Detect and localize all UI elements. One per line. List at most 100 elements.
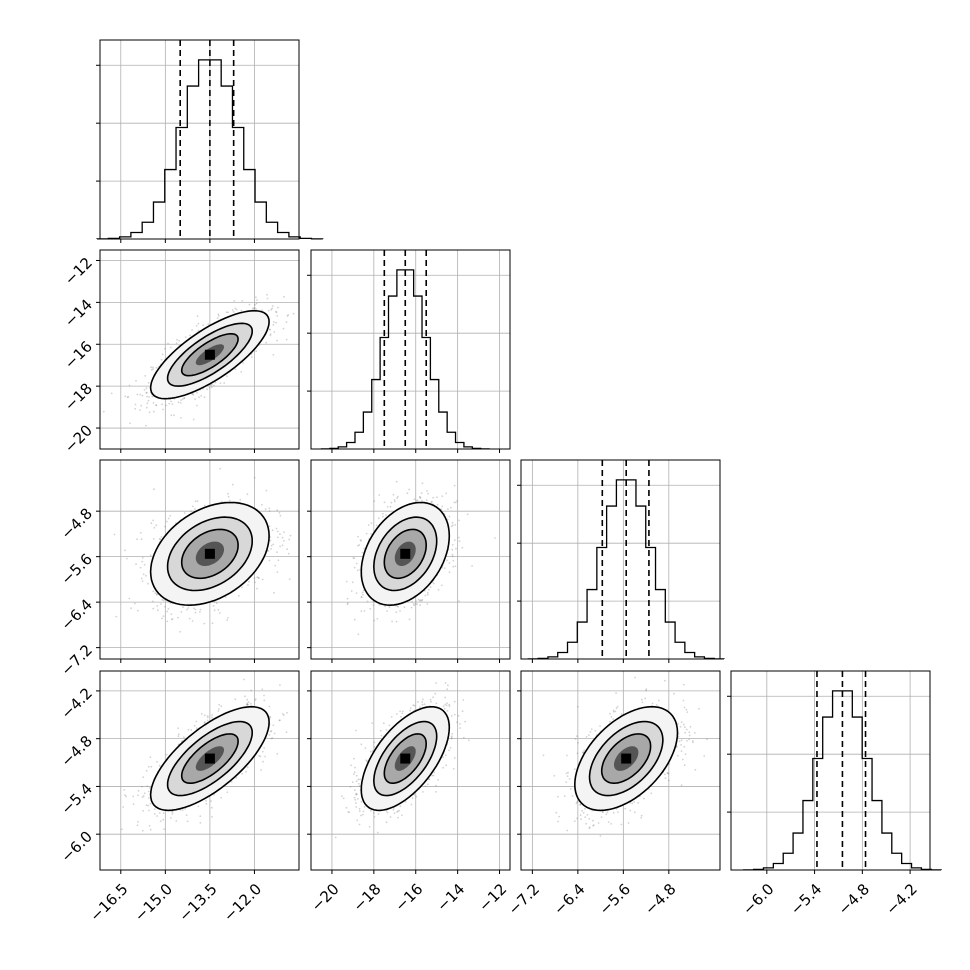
panel-frame	[520, 459, 721, 660]
scatter-point	[357, 633, 360, 636]
scatter-point	[227, 495, 230, 498]
scatter-point	[135, 563, 138, 566]
scatter-point	[196, 391, 198, 394]
scatter-point	[176, 338, 178, 341]
scatter-point	[360, 610, 363, 612]
scatter-point	[453, 484, 456, 487]
scatter-point	[197, 322, 200, 325]
scatter-point	[145, 391, 148, 394]
scatter-point	[134, 407, 137, 410]
scatter-point	[279, 514, 282, 517]
scatter-point	[115, 615, 118, 618]
scatter-point	[224, 596, 227, 598]
scatter-point	[450, 525, 453, 528]
scatter-point	[189, 334, 192, 337]
scatter-point	[194, 611, 197, 614]
scatter-point	[102, 410, 105, 413]
scatter-point	[289, 534, 292, 537]
scatter-point	[276, 509, 279, 512]
scatter-point	[265, 341, 267, 344]
scatter-point	[256, 587, 258, 590]
scatter-point	[171, 618, 174, 620]
scatter-point	[199, 608, 202, 611]
density-contour	[149, 501, 270, 607]
scatter-point	[452, 565, 455, 568]
scatter-point	[261, 578, 264, 581]
scatter-point	[370, 533, 373, 535]
scatter-point	[156, 605, 159, 607]
scatter-point	[419, 600, 421, 602]
scatter-point	[285, 338, 288, 341]
scatter-point	[383, 501, 386, 504]
scatter-point	[192, 393, 195, 396]
histogram-panel-0	[96, 39, 324, 243]
scatter-point	[200, 395, 203, 397]
scatter-point	[167, 342, 169, 345]
scatter-point	[152, 368, 155, 370]
scatter-point	[153, 526, 156, 529]
scatter-point	[153, 488, 155, 491]
scatter-point	[202, 324, 205, 326]
scatter-point	[420, 492, 423, 494]
scatter-point	[158, 537, 161, 540]
scatter-point	[283, 540, 285, 542]
density-contour	[166, 516, 254, 592]
scatter-point	[266, 293, 268, 296]
scatter-point	[283, 531, 285, 533]
scatter-panel-3-0	[96, 670, 300, 874]
scatter-point	[145, 387, 148, 390]
scatter-point	[436, 496, 438, 499]
scatter-point	[367, 524, 370, 526]
scatter-point	[240, 371, 243, 373]
scatter-point	[167, 517, 170, 520]
scatter-point	[203, 396, 206, 399]
scatter-point	[241, 299, 244, 302]
scatter-point	[148, 396, 150, 398]
scatter-point	[403, 606, 406, 609]
scatter-point	[261, 503, 263, 506]
scatter-point	[181, 809, 184, 811]
scatter-point	[415, 600, 417, 603]
scatter-point	[161, 598, 164, 601]
scatter-point	[451, 544, 454, 546]
scatter-point	[248, 303, 251, 306]
scatter-point	[352, 557, 355, 559]
scatter-point	[369, 607, 372, 610]
scatter-point	[268, 525, 271, 528]
scatter-point	[173, 414, 175, 417]
scatter-point	[408, 488, 410, 491]
scatter-point	[421, 482, 424, 485]
scatter-point	[448, 562, 451, 564]
scatter-point	[134, 602, 136, 605]
scatter-point	[429, 586, 432, 589]
scatter-point	[454, 524, 457, 526]
scatter-point	[150, 765, 153, 768]
scatter-point	[276, 530, 279, 533]
scatter-point	[350, 590, 353, 592]
scatter-point	[391, 620, 393, 623]
scatter-point	[255, 308, 257, 311]
scatter-point	[377, 517, 380, 520]
scatter-point	[455, 501, 457, 504]
scatter-point	[143, 563, 146, 566]
scatter-point	[165, 520, 168, 523]
scatter-point	[360, 596, 363, 599]
scatter-panel-2-1	[307, 459, 511, 663]
scatter-point	[382, 515, 384, 518]
scatter-point	[230, 781, 233, 783]
scatter-point	[155, 366, 158, 369]
scatter-point	[147, 382, 150, 384]
scatter-point	[149, 828, 152, 831]
scatter-point	[426, 490, 428, 492]
scatter-point	[155, 404, 158, 406]
scatter-point	[384, 605, 386, 608]
scatter-point	[152, 366, 154, 369]
scatter-point	[241, 586, 243, 589]
scatter-point	[192, 505, 194, 508]
scatter-point	[193, 508, 196, 510]
scatter-point	[183, 396, 186, 399]
scatter-point	[166, 620, 169, 623]
scatter-point	[448, 571, 451, 574]
scatter-point	[275, 321, 277, 324]
scatter-point	[443, 567, 446, 569]
